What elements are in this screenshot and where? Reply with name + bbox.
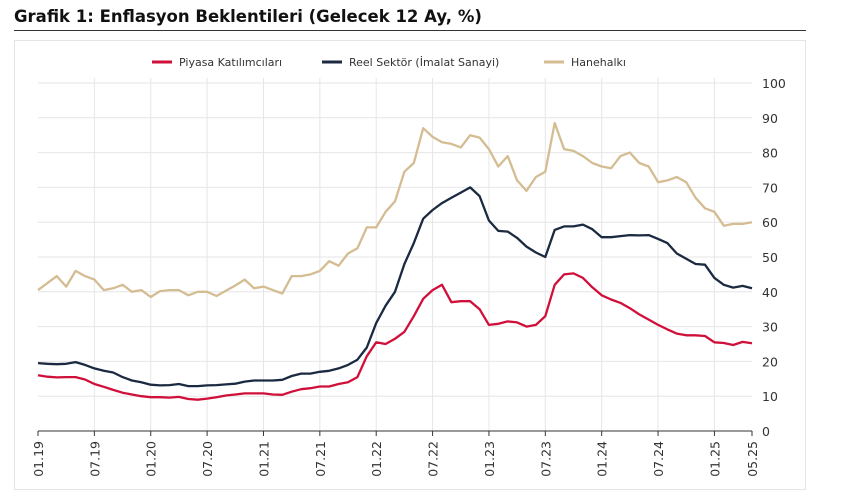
- chart-frame: [14, 40, 806, 490]
- y-tick-label: 20: [762, 354, 778, 369]
- x-tick-label: 07.21: [313, 441, 328, 477]
- title-underline: [14, 30, 806, 31]
- legend-label: Reel Sektör (İmalat Sanayi): [349, 56, 499, 69]
- series-line-1: [37, 186, 753, 388]
- x-tick-label: 07.22: [426, 441, 441, 477]
- legend-label: Piyasa Katılımcıları: [179, 56, 282, 69]
- x-tick-label: 01.24: [595, 441, 610, 477]
- chart-title: Grafik 1: Enflasyon Beklentileri (Gelece…: [14, 7, 482, 26]
- y-tick-label: 60: [762, 215, 778, 230]
- y-tick-label: 70: [762, 180, 778, 195]
- x-tick-label: 01.23: [482, 441, 497, 477]
- y-tick-label: 100: [762, 76, 786, 91]
- y-tick-label: 30: [762, 320, 778, 335]
- legend-label: Hanehalkı: [571, 56, 626, 69]
- x-tick-label: 07.19: [87, 441, 102, 477]
- y-tick-label: 10: [762, 389, 778, 404]
- series-line-2: [37, 121, 753, 299]
- x-tick-label: 01.19: [31, 441, 46, 477]
- y-tick-label: 90: [762, 111, 778, 126]
- x-tick-label: 01.25: [707, 441, 722, 477]
- x-tick-label: 05.25: [745, 441, 760, 477]
- y-tick-label: 0: [762, 424, 770, 439]
- y-tick-label: 80: [762, 146, 778, 161]
- x-tick-label: 01.20: [144, 441, 159, 477]
- x-tick-label: 07.24: [651, 441, 666, 477]
- x-tick-label: 07.23: [538, 441, 553, 477]
- y-tick-label: 40: [762, 285, 778, 300]
- series-line-0: [37, 272, 753, 401]
- x-tick-label: 07.20: [200, 441, 215, 477]
- x-tick-label: 01.21: [256, 441, 271, 477]
- x-tick-label: 01.22: [369, 441, 384, 477]
- y-tick-label: 50: [762, 250, 778, 265]
